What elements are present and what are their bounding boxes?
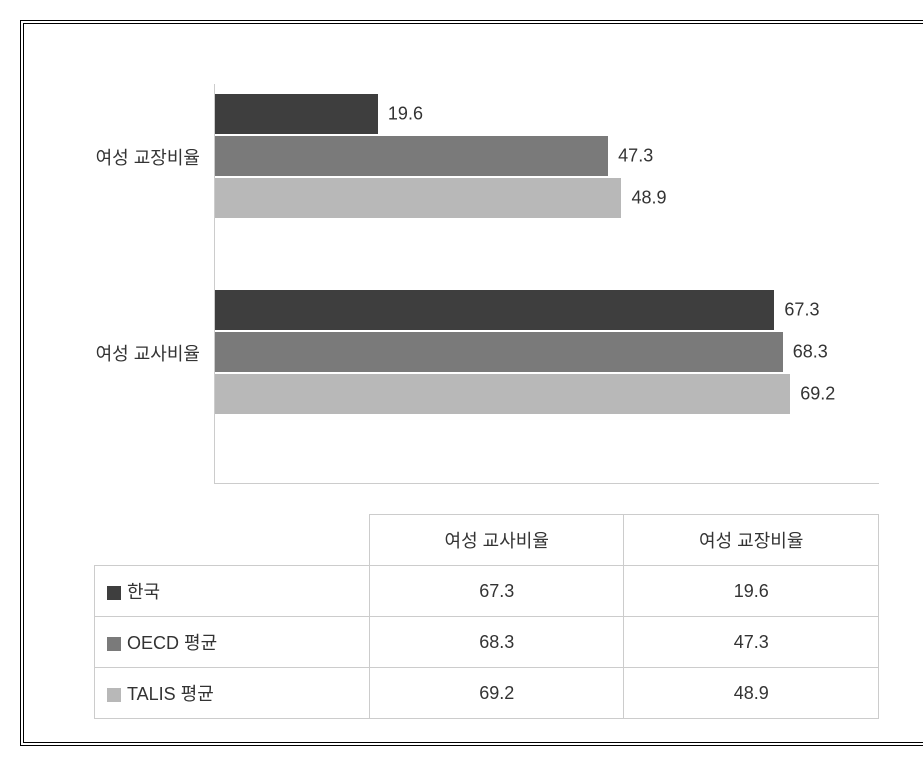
bar: 48.9 xyxy=(215,178,621,218)
bar: 47.3 xyxy=(215,136,608,176)
legend-swatch-icon xyxy=(107,688,121,702)
group-label: 여성 교장비율 xyxy=(96,144,215,170)
table-row: 한국 67.319.6 xyxy=(95,566,879,617)
table-cell: 67.3 xyxy=(369,566,624,617)
table-cell: 19.6 xyxy=(624,566,879,617)
series-label: TALIS 평균 xyxy=(127,684,214,704)
series-label: 한국 xyxy=(127,582,160,602)
table-row: OECD 평균 68.347.3 xyxy=(95,617,879,668)
bar-group: 여성 교장비율19.647.348.9 xyxy=(215,94,879,220)
bar: 67.3 xyxy=(215,290,774,330)
bar-value-label: 19.6 xyxy=(378,104,423,125)
bar-row: 48.9 xyxy=(215,178,879,218)
bar-row: 68.3 xyxy=(215,332,879,372)
bar-value-label: 69.2 xyxy=(790,384,835,405)
bar-value-label: 48.9 xyxy=(621,188,666,209)
table-column-header: 여성 교사비율 xyxy=(369,515,624,566)
group-label: 여성 교사비율 xyxy=(96,340,215,366)
table-row: TALIS 평균 69.248.9 xyxy=(95,668,879,719)
table-column-header: 여성 교장비율 xyxy=(624,515,879,566)
table-cell: 48.9 xyxy=(624,668,879,719)
bar-row: 19.6 xyxy=(215,94,879,134)
series-label: OECD 평균 xyxy=(127,633,217,653)
table-corner-cell xyxy=(95,515,370,566)
bar: 69.2 xyxy=(215,374,790,414)
table-row-label: OECD 평균 xyxy=(95,617,370,668)
bar-value-label: 68.3 xyxy=(783,342,828,363)
table-row-label: 한국 xyxy=(95,566,370,617)
bar-row: 67.3 xyxy=(215,290,879,330)
chart-plot-area: 여성 교장비율19.647.348.9 여성 교사비율67.368.369.2 xyxy=(214,84,879,484)
bar: 68.3 xyxy=(215,332,783,372)
legend-swatch-icon xyxy=(107,637,121,651)
table-cell: 68.3 xyxy=(369,617,624,668)
bar-row: 69.2 xyxy=(215,374,879,414)
table-header-row: 여성 교사비율여성 교장비율 xyxy=(95,515,879,566)
chart-container: 여성 교장비율19.647.348.9여성 교사비율67.368.369.2 여… xyxy=(34,34,923,732)
table-cell: 47.3 xyxy=(624,617,879,668)
figure-frame: 여성 교장비율19.647.348.9여성 교사비율67.368.369.2 여… xyxy=(20,20,923,746)
bar-value-label: 47.3 xyxy=(608,146,653,167)
data-table: 여성 교사비율여성 교장비율한국67.319.6OECD 평균68.347.3T… xyxy=(94,514,879,719)
bar-group: 여성 교사비율67.368.369.2 xyxy=(215,290,879,416)
legend-swatch-icon xyxy=(107,586,121,600)
table-row-label: TALIS 평균 xyxy=(95,668,370,719)
bar-row: 47.3 xyxy=(215,136,879,176)
bar: 19.6 xyxy=(215,94,378,134)
table-cell: 69.2 xyxy=(369,668,624,719)
bar-value-label: 67.3 xyxy=(774,300,819,321)
